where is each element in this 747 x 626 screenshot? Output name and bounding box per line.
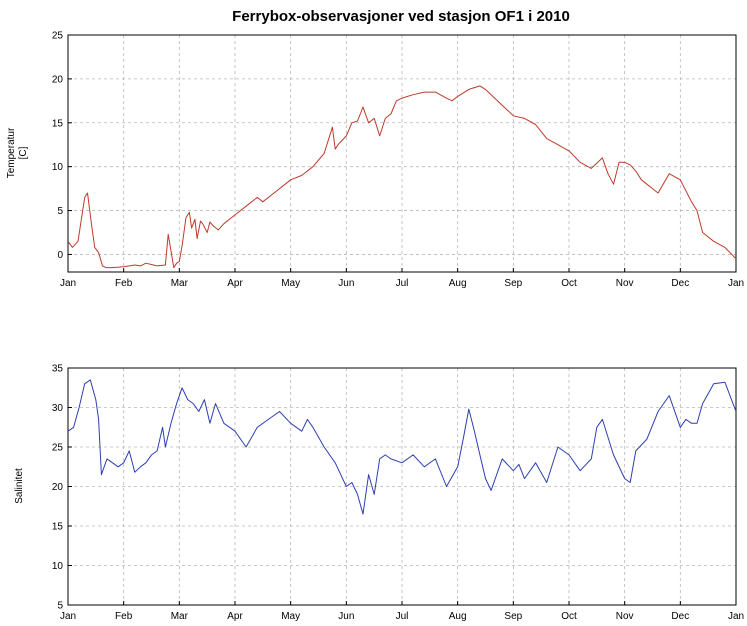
temperature-x-tick-label: Feb <box>115 278 133 289</box>
temperature-x-tick-label: Aug <box>449 278 467 289</box>
temperature-y-tick-label: 5 <box>57 206 63 217</box>
temperature-x-tick-label: Sep <box>504 278 522 289</box>
salinity-y-axis-label: Salinitet <box>14 468 25 504</box>
salinity-y-tick-label: 25 <box>52 443 64 454</box>
temperature-x-tick-label: Oct <box>561 278 577 289</box>
temperature-y-tick-label: 10 <box>52 162 64 173</box>
temperature-y-tick-label: 15 <box>52 118 64 129</box>
temperature-x-tick-label: Nov <box>616 278 634 289</box>
temperature-x-tick-label: Jan <box>60 278 76 289</box>
temperature-x-tick-label: Jul <box>396 278 409 289</box>
salinity-y-tick-label: 20 <box>52 482 64 493</box>
temperature-panel: Jan Feb Mar Apr May Jun Jul Aug Sep Oct Nov Dec Jan 0… <box>6 31 744 290</box>
temperature-y-tick-label: 20 <box>52 74 64 85</box>
salinity-y-tick-label: 30 <box>52 403 64 414</box>
salinity-x-tick-label: Oct <box>561 611 577 622</box>
temperature-x-tick-label: Jan <box>728 278 744 289</box>
temperature-x-tick-label: Mar <box>171 278 189 289</box>
chart-title: Ferrybox-observasjoner ved stasjon OF1 i… <box>232 8 570 25</box>
salinity-axes-frame <box>67 367 737 606</box>
temperature-y-tick-label: 0 <box>57 250 63 261</box>
temperature-x-tick-label: Dec <box>671 278 689 289</box>
salinity-x-tick-label: May <box>281 611 300 622</box>
salinity-x-tick-label: Feb <box>115 611 133 622</box>
temperature-y-tick-label: 25 <box>52 31 64 42</box>
temperature-y-axis-label: Temperatur[C] <box>6 127 29 178</box>
salinity-x-tick-label: Jan <box>60 611 76 622</box>
temperature-series-line <box>67 85 737 269</box>
salinity-x-tick-label: Nov <box>616 611 634 622</box>
temperature-x-tick-label: Apr <box>227 278 243 289</box>
salinity-panel: Jan Feb Mar Apr May Jun Jul Aug Sep Oct Nov Dec Jan5… <box>14 364 744 623</box>
salinity-x-tick-label: Apr <box>227 611 243 622</box>
salinity-y-tick-label: 15 <box>52 522 64 533</box>
salinity-y-tick-label: 5 <box>57 601 63 612</box>
salinity-x-tick-label: Aug <box>449 611 467 622</box>
salinity-x-tick-label: Sep <box>504 611 522 622</box>
salinity-x-tick-label: Dec <box>671 611 689 622</box>
salinity-series-line <box>67 379 737 515</box>
salinity-y-tick-label: 10 <box>52 561 64 572</box>
temperature-x-tick-label: May <box>281 278 300 289</box>
salinity-x-tick-label: Jun <box>338 611 354 622</box>
salinity-y-tick-label: 35 <box>52 364 64 375</box>
salinity-x-tick-label: Mar <box>171 611 189 622</box>
salinity-x-tick-label: Jan <box>728 611 744 622</box>
salinity-x-tick-label: Jul <box>396 611 409 622</box>
temperature-x-tick-label: Jun <box>338 278 354 289</box>
